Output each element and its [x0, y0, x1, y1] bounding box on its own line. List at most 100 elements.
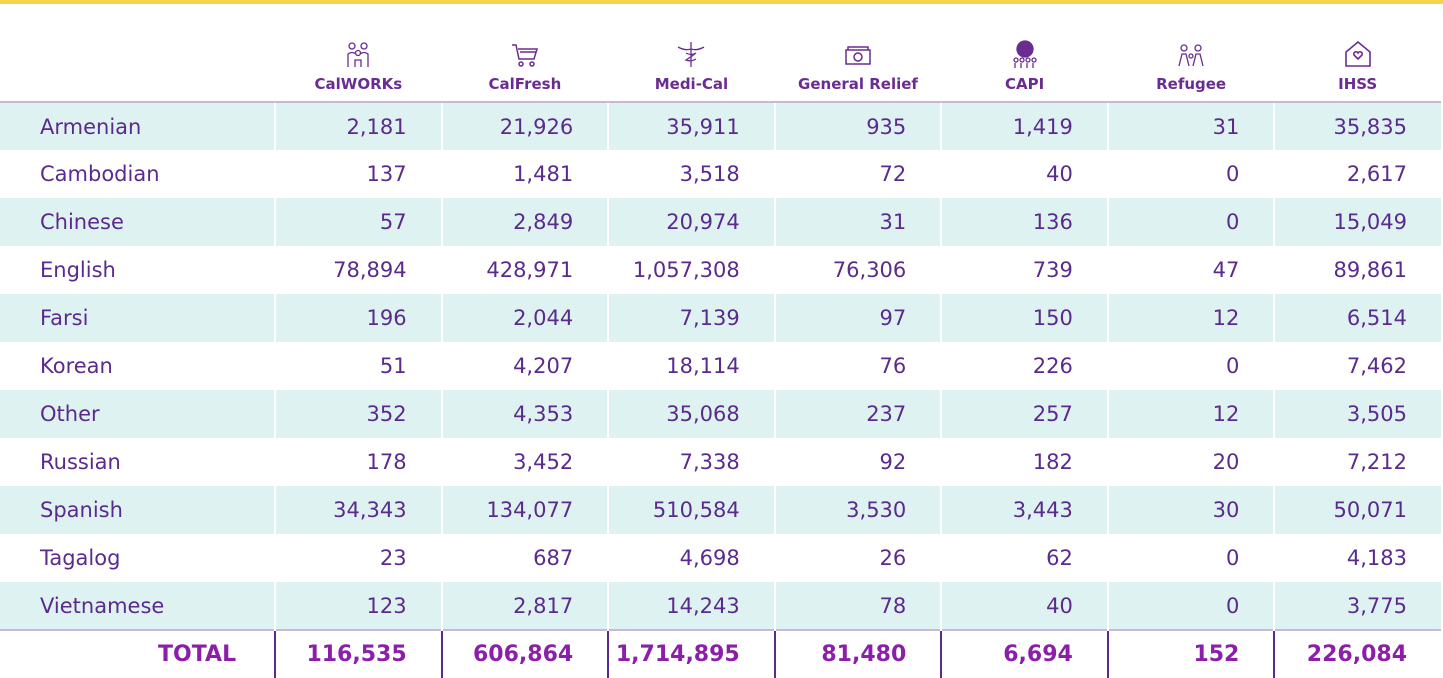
cell: 97: [773, 294, 942, 342]
cell: 3,518: [607, 150, 775, 198]
column-header: IHSS: [1274, 4, 1441, 103]
cell: 2,849: [440, 198, 609, 246]
cell: 30: [1106, 486, 1275, 534]
cell: 92: [773, 438, 942, 486]
row-label: Spanish: [0, 486, 276, 534]
table-row: Tagalog 23 687 4,698 26 62 0 4,183: [0, 534, 1441, 582]
row-label: Vietnamese: [0, 582, 276, 630]
table-body: Armenian 2,181 21,926 35,911 935 1,419 31 35,83…: [0, 102, 1441, 678]
cell: 78,894: [274, 246, 442, 294]
column-header: General Relief: [774, 4, 942, 103]
cell: 0: [1106, 198, 1275, 246]
table-row: English 78,894 428,971 1,057,308 76,306 739 47…: [0, 246, 1441, 294]
table-row: Korean 51 4,207 18,114 76 226 0 7,462: [0, 342, 1441, 390]
cell: 20: [1106, 438, 1275, 486]
cell: 226: [940, 342, 1108, 390]
cell: 50,071: [1273, 486, 1441, 534]
cell: 4,353: [440, 390, 609, 438]
row-label: Cambodian: [40, 162, 160, 186]
cell: 2,817: [440, 582, 609, 630]
cell: 1,419: [940, 102, 1108, 150]
cell: 1,057,308: [607, 246, 775, 294]
row-label: Russian: [40, 450, 121, 474]
cell: 3,452: [440, 438, 609, 486]
table-row: Armenian 2,181 21,926 35,911 935 1,419 31 35,83…: [0, 102, 1441, 150]
cell: 76: [773, 342, 942, 390]
cell: 23: [274, 534, 442, 582]
icon-people: [1178, 44, 1204, 67]
cell: 47: [1106, 246, 1275, 294]
cell: 134,077: [440, 486, 609, 534]
total-row: TOTAL 116,535 606,864 1,714,895 81,480 6,694 1…: [0, 629, 1441, 678]
column-header: CalFresh: [441, 4, 609, 103]
cell: 51: [274, 342, 442, 390]
column-header: Medi-Cal: [608, 4, 775, 103]
table-row: Cambodian 137 1,481 3,518 72 40 0 2,617: [0, 150, 1441, 198]
cell: 0: [1106, 534, 1275, 582]
cell: 89,861: [1273, 246, 1441, 294]
cell: 26: [773, 534, 942, 582]
column-label: General Relief: [798, 75, 918, 93]
cell: 3,530: [773, 486, 942, 534]
cell: 2,181: [274, 102, 442, 150]
total-cell: 1,714,895: [607, 629, 775, 678]
cell: 1,481: [440, 150, 609, 198]
cell: 31: [773, 198, 942, 246]
total-label: TOTAL: [0, 629, 276, 678]
cell: 237: [773, 390, 942, 438]
cell: 137: [274, 150, 442, 198]
cell: 18,114: [607, 342, 775, 390]
cell: 2,044: [440, 294, 609, 342]
cell: 510,584: [607, 486, 775, 534]
total-cell: 152: [1106, 629, 1275, 678]
cell: 687: [440, 534, 609, 582]
table-row: Other 352 4,353 35,068 237 257 12 3,505: [0, 390, 1441, 438]
cell: 12: [1106, 390, 1275, 438]
cell: 123: [274, 582, 442, 630]
cell: 3,775: [1273, 582, 1441, 630]
cell: 739: [940, 246, 1108, 294]
row-label: Korean: [40, 354, 113, 378]
row-label: Armenian: [0, 102, 276, 150]
row-label: English: [40, 258, 116, 282]
icon-cart: [511, 44, 538, 67]
total-cell: 116,535: [274, 629, 442, 678]
total-cell: 81,480: [773, 629, 942, 678]
cell: 15,049: [1273, 198, 1441, 246]
icon-money: [845, 46, 871, 65]
cell: 136: [940, 198, 1108, 246]
column-label: Medi-Cal: [654, 75, 729, 93]
cell: 7,212: [1273, 438, 1441, 486]
cell: 7,139: [607, 294, 775, 342]
cell: 6,514: [1273, 294, 1441, 342]
column-label: CalWORKs: [314, 75, 403, 93]
cell: 182: [940, 438, 1108, 486]
table-row: Farsi 196 2,044 7,139 97 150 12 6,514: [0, 294, 1441, 342]
cell: 7,462: [1273, 342, 1441, 390]
icon-caduceus: [678, 42, 705, 67]
cell: 35,068: [607, 390, 775, 438]
column-label: CAPI: [1004, 75, 1045, 93]
cell: 72: [773, 150, 942, 198]
cell: 2,617: [1273, 150, 1441, 198]
cell: 35,911: [607, 102, 775, 150]
icon-home: [1344, 40, 1371, 67]
cell: 4,207: [440, 342, 609, 390]
column-label: IHSS: [1338, 75, 1378, 93]
row-label: Other: [0, 390, 276, 438]
cell: 20,974: [607, 198, 775, 246]
table-row: Spanish 34,343 134,077 510,584 3,530 3,443 30 5…: [0, 486, 1441, 534]
cell: 257: [940, 390, 1108, 438]
column-header: Refugee: [1107, 4, 1275, 103]
cell: 21,926: [440, 102, 609, 150]
cell: 40: [940, 582, 1108, 630]
cell: 4,698: [607, 534, 775, 582]
table-row: Russian 178 3,452 7,338 92 182 20 7,212: [0, 438, 1441, 486]
cell: 40: [940, 150, 1108, 198]
cell: 14,243: [607, 582, 775, 630]
cell: 352: [274, 390, 442, 438]
cell: 62: [940, 534, 1108, 582]
row-label: Farsi: [0, 294, 276, 342]
row-label: Tagalog: [40, 546, 121, 570]
cell: 0: [1106, 582, 1275, 630]
